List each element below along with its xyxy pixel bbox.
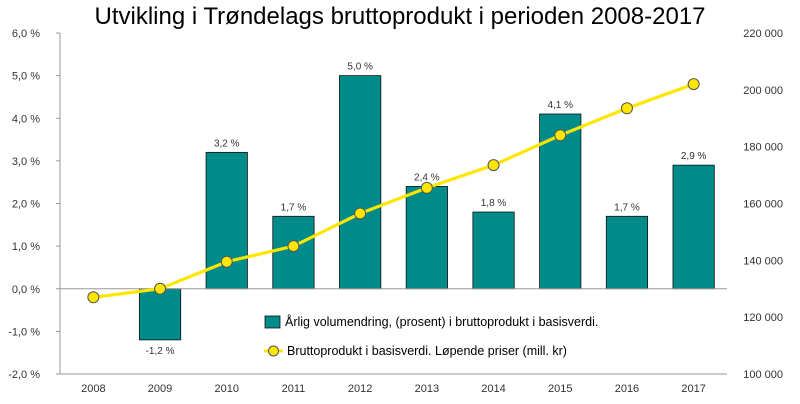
legend-label-line: Bruttoprodukt i basisverdi. Løpende pris…: [287, 344, 567, 358]
x-tick-label: 2014: [481, 383, 505, 395]
bar-2016: [605, 215, 649, 290]
chart-title: Utvikling i Trøndelags bruttoprodukt i p…: [94, 3, 706, 30]
line-series: [93, 82, 695, 299]
y-left-tick-label: 4,0 %: [12, 113, 40, 125]
legend-swatch-marker: [268, 345, 279, 357]
legend-label-bar: Årlig volumendring, (prosent) i bruttopr…: [285, 314, 598, 329]
line-point-2010: [220, 255, 233, 268]
x-tick-label: 2009: [148, 383, 172, 395]
x-tick-label: 2010: [215, 383, 239, 395]
line-point-2012: [354, 207, 367, 220]
bar-2013: [405, 186, 448, 290]
y-left-tick-label: -1,0 %: [8, 326, 40, 338]
line-point-2011: [287, 240, 300, 253]
y-left-tick-label: 6,0 %: [12, 28, 40, 40]
bar-2012: [339, 75, 382, 290]
y-left-tick-label: -2,0 %: [8, 369, 40, 381]
bar-2014: [472, 211, 515, 290]
y-left-tick-label: 5,0 %: [12, 71, 40, 83]
y-right-tick-label: 180 000: [743, 142, 783, 154]
line-point-2008: [87, 291, 100, 304]
x-tick-label: 2016: [615, 383, 639, 395]
y-left-tick-label: 1,0 %: [12, 241, 40, 253]
line-point-2014: [487, 159, 500, 172]
y-right-tick-label: 160 000: [743, 199, 783, 211]
x-tick-label: 2013: [415, 383, 439, 395]
bar-label-2011: 1,7 %: [281, 202, 307, 213]
x-tick-label: 2011: [282, 383, 306, 395]
bar-label-2013: 2,4 %: [414, 172, 440, 183]
y-left-tick-label: 2,0 %: [12, 199, 40, 211]
x-tick-label: 2008: [81, 383, 105, 395]
bar-2017: [672, 164, 715, 290]
bar-2011: [272, 215, 315, 290]
y-left-tick-label: 3,0 %: [12, 156, 40, 168]
x-tick-label: 2015: [548, 383, 572, 395]
bar-label-2017: 2,9 %: [681, 151, 707, 162]
bar-label-2016: 1,7 %: [614, 202, 640, 213]
bar-label-2014: 1,8 %: [481, 198, 507, 209]
bar-2009: [138, 288, 182, 341]
y-right-tick-label: 100 000: [743, 369, 783, 381]
line-point-2015: [554, 129, 567, 142]
legend-swatch-bar: [264, 315, 281, 329]
line-point-2016: [620, 102, 633, 115]
y-right-tick-label: 140 000: [743, 255, 783, 267]
bar-label-2015: 4,1 %: [547, 100, 573, 111]
line-point-2013: [420, 181, 433, 194]
y-right-tick-label: 220 000: [743, 28, 783, 40]
y-left-tick-label: 0,0 %: [12, 284, 40, 296]
bar-label-2012: 5,0 %: [347, 62, 373, 73]
y-right-tick-label: 120 000: [743, 312, 783, 324]
bar-label-2009: -1,2 %: [146, 346, 175, 357]
bar-label-2010: 3,2 %: [214, 138, 240, 149]
bar-2015: [539, 113, 582, 290]
line-point-2009: [154, 282, 167, 295]
y-right-tick-label: 200 000: [743, 85, 783, 97]
line-point-2017: [687, 78, 700, 91]
x-tick-label: 2017: [681, 383, 705, 395]
x-tick-label: 2012: [348, 383, 372, 395]
